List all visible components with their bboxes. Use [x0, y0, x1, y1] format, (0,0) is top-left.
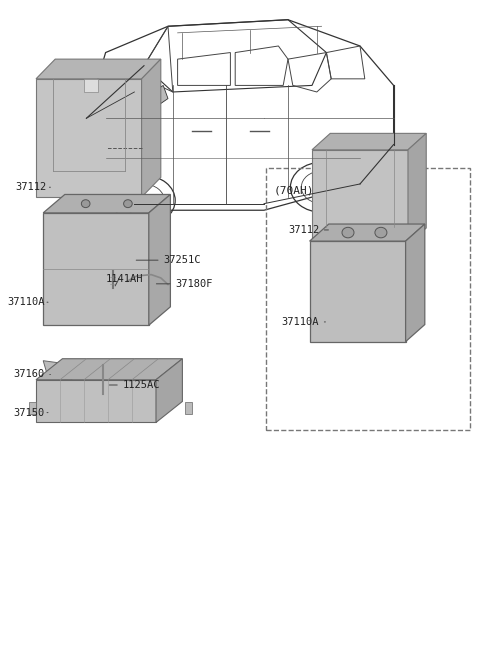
Polygon shape	[100, 361, 107, 369]
Polygon shape	[43, 361, 72, 380]
Text: (70AH): (70AH)	[274, 186, 314, 196]
Polygon shape	[156, 359, 182, 422]
Ellipse shape	[110, 269, 116, 273]
Polygon shape	[113, 233, 139, 263]
Ellipse shape	[124, 200, 132, 208]
Polygon shape	[406, 224, 425, 342]
Polygon shape	[149, 194, 170, 325]
Polygon shape	[43, 194, 170, 213]
Bar	[185, 402, 192, 414]
Polygon shape	[142, 59, 161, 197]
Ellipse shape	[342, 227, 354, 238]
Polygon shape	[36, 359, 182, 380]
Text: 1141AH: 1141AH	[106, 273, 143, 284]
Text: 37160: 37160	[13, 369, 45, 380]
Ellipse shape	[131, 138, 153, 158]
Polygon shape	[312, 133, 426, 150]
FancyBboxPatch shape	[155, 275, 169, 289]
Ellipse shape	[82, 200, 90, 208]
Text: 37150: 37150	[13, 407, 45, 418]
Polygon shape	[312, 150, 408, 244]
Polygon shape	[154, 85, 168, 105]
Text: 37110A: 37110A	[7, 297, 45, 307]
Text: 37110A: 37110A	[282, 317, 319, 327]
Polygon shape	[310, 241, 406, 342]
Text: 1125AC: 1125AC	[122, 380, 160, 390]
Ellipse shape	[375, 227, 387, 238]
Text: 37180F: 37180F	[175, 279, 213, 289]
Polygon shape	[310, 224, 425, 241]
Polygon shape	[36, 59, 161, 79]
Text: 37112: 37112	[16, 182, 47, 193]
Polygon shape	[84, 79, 98, 92]
Polygon shape	[36, 380, 156, 422]
Polygon shape	[408, 133, 426, 244]
Polygon shape	[43, 213, 149, 325]
Polygon shape	[36, 79, 142, 197]
Text: 37251C: 37251C	[163, 255, 201, 265]
Bar	[29, 402, 36, 414]
Text: 37112: 37112	[288, 225, 319, 235]
